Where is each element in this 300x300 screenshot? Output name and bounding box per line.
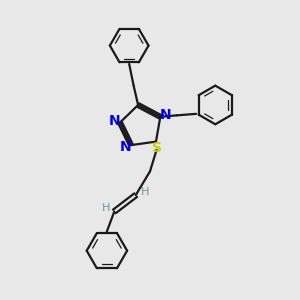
Text: N: N <box>120 140 131 154</box>
Text: H: H <box>102 203 110 214</box>
Text: N: N <box>160 108 172 122</box>
Text: S: S <box>152 141 161 154</box>
Text: H: H <box>141 187 149 196</box>
Text: N: N <box>109 114 121 128</box>
